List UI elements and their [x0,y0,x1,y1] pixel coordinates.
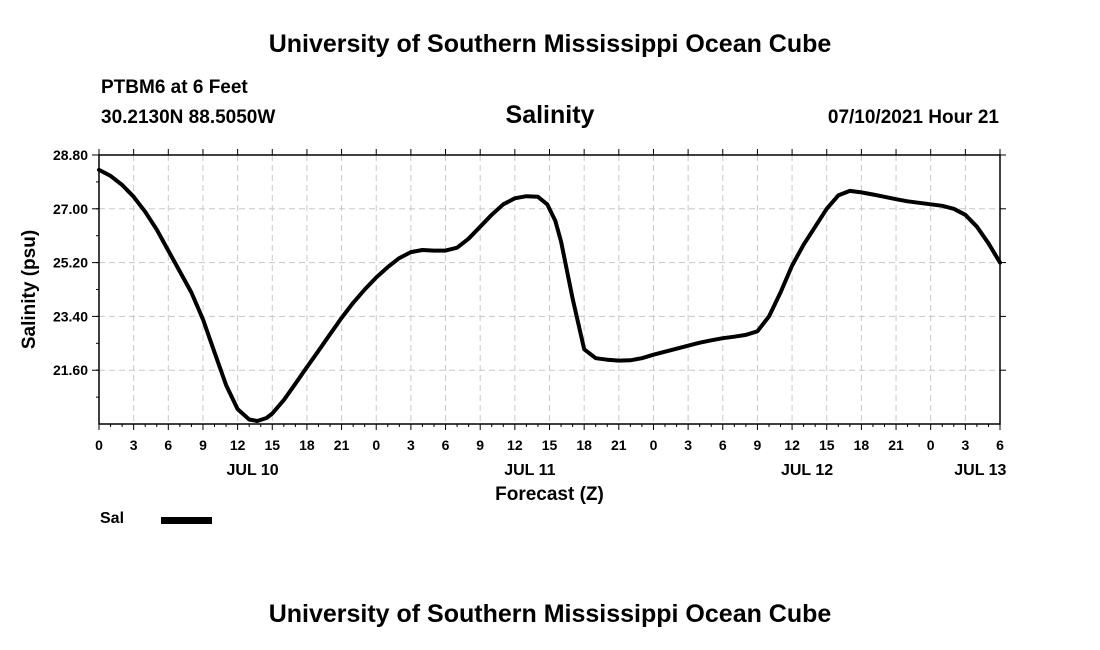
y-tick-label: 23.40 [53,308,88,324]
x-tick-label: 18 [299,437,315,453]
series-line-sal [97,167,1002,423]
x-tick-label: 6 [164,437,172,453]
x-date-label: JUL 13 [954,462,1006,479]
x-tick-label: 18 [854,437,870,453]
page-title: University of Southern Mississippi Ocean… [268,30,832,58]
forecast-run-time: 07/10/2021 Hour 21 [827,107,999,128]
station-label: PTBM6 at 6 Feet [101,77,248,98]
x-tick-label: 9 [199,437,207,453]
x-tick-label: 18 [576,437,592,453]
x-axis-title: Forecast (Z) [495,484,604,505]
x-date-label: JUL 12 [781,462,833,479]
x-date-label: JUL 10 [227,462,279,479]
y-tick-label: 27.00 [53,201,88,217]
axis-ticks [92,149,1006,430]
footer-title: University of Southern Mississippi Ocean… [268,600,832,628]
x-tick-label: 15 [542,437,558,453]
x-tick-label: 12 [230,437,246,453]
x-tick-label: 12 [507,437,523,453]
x-tick-label: 0 [95,437,103,453]
y-tick-label: 28.80 [53,147,88,163]
x-tick-label: 3 [130,437,138,453]
x-tick-label: 12 [784,437,800,453]
axis-tick-labels: 0 3 6 9 12 15 18 21 0 3 6 9 12 15 18 21 0 3 6 9 12 15 18 21 0 3 6 2… [53,147,1007,479]
x-tick-label: 21 [334,437,350,453]
y-tick-label: 25.20 [53,255,88,271]
grid-lines [99,155,1000,424]
x-tick-label: 9 [476,437,484,453]
x-tick-label: 15 [264,437,280,453]
x-tick-label: 0 [650,437,658,453]
x-tick-label: 3 [961,437,969,453]
x-tick-label: 3 [684,437,692,453]
x-tick-label: 9 [754,437,762,453]
y-axis-title: Salinity (psu) [19,230,40,349]
x-tick-label: 0 [372,437,380,453]
chart-title: Salinity [505,101,595,129]
x-tick-label: 21 [888,437,904,453]
station-coordinates: 30.2130N 88.5050W [101,107,276,128]
x-tick-label: 15 [819,437,835,453]
legend-swatch [161,517,212,524]
y-tick-label: 21.60 [53,362,88,378]
legend-label: Sal [100,510,125,527]
x-tick-label: 6 [996,437,1004,453]
x-tick-label: 6 [442,437,450,453]
x-tick-label: 0 [927,437,935,453]
x-date-label: JUL 11 [504,462,555,479]
x-tick-label: 6 [719,437,727,453]
x-tick-label: 21 [611,437,627,453]
x-tick-label: 3 [407,437,415,453]
